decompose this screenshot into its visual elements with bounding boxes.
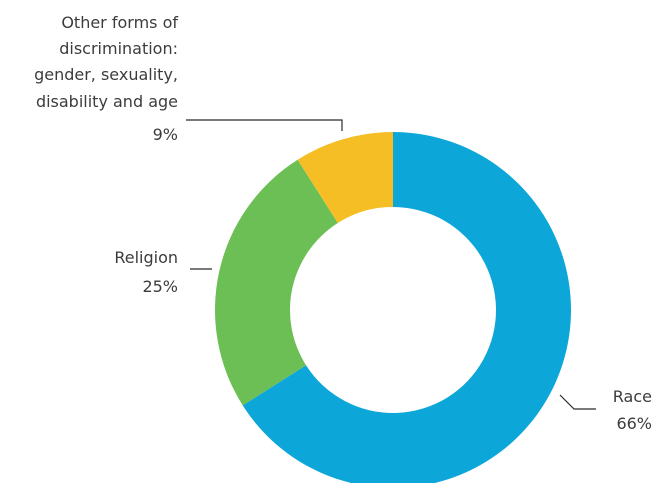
leader-line-other xyxy=(186,119,343,131)
slice-label-other-line-1: Other forms of xyxy=(61,13,178,32)
slice-religion xyxy=(215,159,338,406)
slice-label-other-line-4: disability and age xyxy=(36,92,178,111)
leader-lines-layer xyxy=(186,119,596,410)
slice-label-race-value: 66% xyxy=(616,414,652,433)
slices-layer xyxy=(215,132,571,487)
slice-label-race-name: Race xyxy=(613,387,652,406)
slice-other xyxy=(297,132,393,224)
slice-label-religion-name: Religion xyxy=(114,248,178,267)
slice-label-religion-value: 25% xyxy=(142,277,178,296)
slice-label-religion: Religion 25% xyxy=(114,248,178,296)
leader-line-race xyxy=(559,394,596,410)
slice-label-other-line-3: gender, sexuality, xyxy=(34,65,178,84)
slice-label-other-line-2: discrimination: xyxy=(59,39,178,58)
slice-race xyxy=(242,132,571,487)
slice-label-other-value: 9% xyxy=(153,125,178,144)
slice-label-other: Other forms of discrimination: gender, s… xyxy=(34,13,178,144)
slice-label-race: Race 66% xyxy=(613,387,652,433)
